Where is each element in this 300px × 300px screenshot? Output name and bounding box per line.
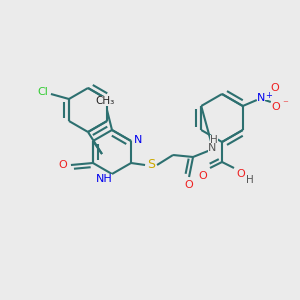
Text: N: N xyxy=(256,93,265,103)
Text: O: O xyxy=(199,171,207,181)
Text: ⁻: ⁻ xyxy=(282,99,288,109)
Text: O: O xyxy=(58,160,67,170)
Text: O: O xyxy=(237,169,245,179)
Text: CH₃: CH₃ xyxy=(95,96,115,106)
Text: O: O xyxy=(272,102,280,112)
Text: Cl: Cl xyxy=(38,87,48,97)
Text: N: N xyxy=(134,135,142,145)
Text: S: S xyxy=(147,158,155,172)
Text: O: O xyxy=(270,83,279,93)
Text: O: O xyxy=(185,180,194,190)
Text: NH: NH xyxy=(96,174,112,184)
Text: H: H xyxy=(210,135,218,145)
Text: N: N xyxy=(208,143,216,153)
Text: H: H xyxy=(246,175,254,185)
Text: +: + xyxy=(265,91,272,100)
